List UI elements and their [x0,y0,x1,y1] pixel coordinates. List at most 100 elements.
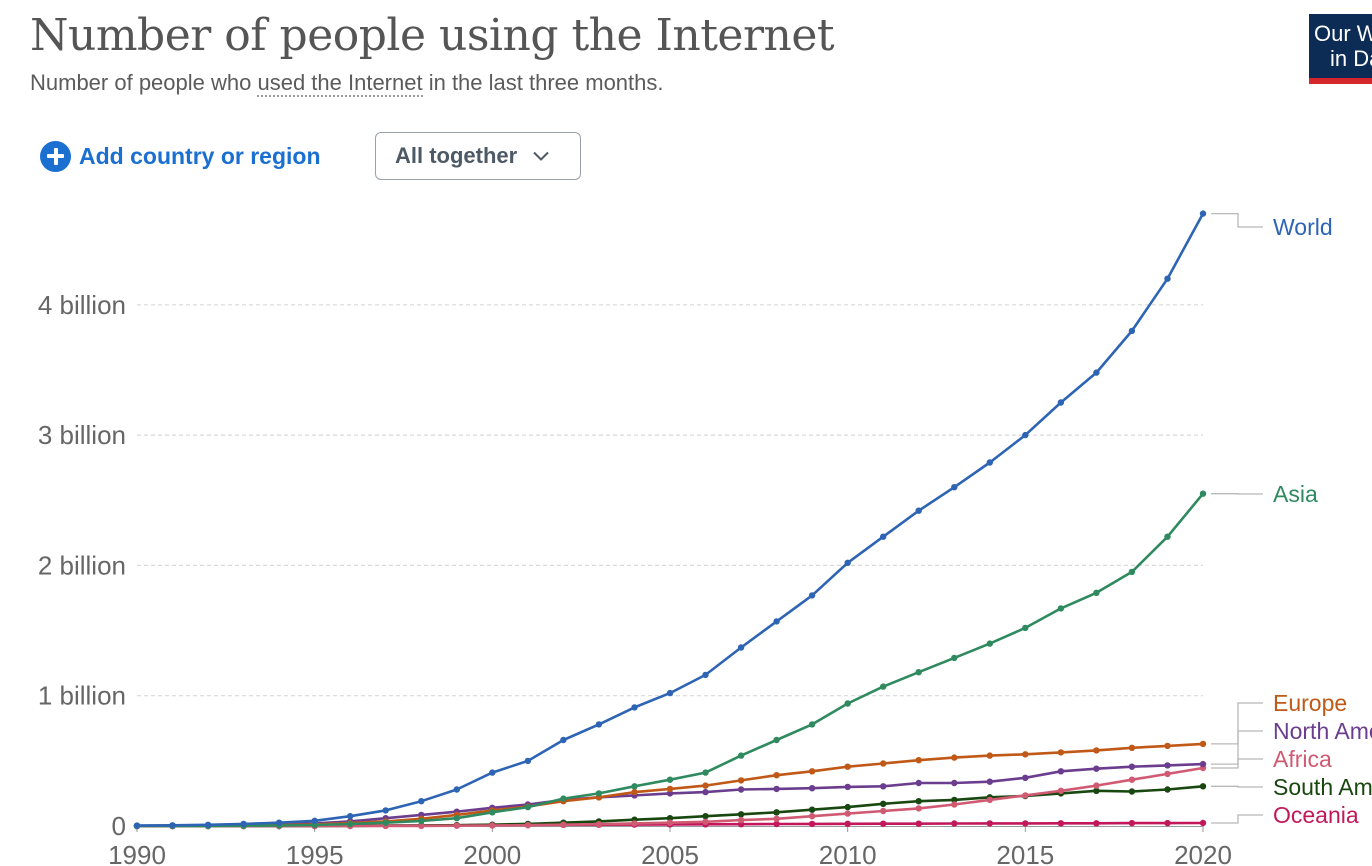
data-point-south-america [1199,783,1207,790]
data-point-africa [489,822,496,829]
data-point-world [347,813,354,820]
data-point-asia [631,783,638,790]
legend-label-oceania[interactable]: Oceania [1273,802,1359,828]
subtitle-definition-link[interactable]: used the Internet [257,70,423,97]
data-point-world [311,817,318,824]
data-point-asia [382,819,389,826]
data-point-asia [524,803,532,811]
data-point-asia [1057,605,1065,612]
data-point-north-america [808,785,816,792]
legend-label-world[interactable]: World [1273,214,1333,240]
y-tick-label: 2 billion [38,550,126,580]
data-point-africa [666,819,674,826]
data-point-south-america [702,813,709,820]
data-point-africa [1057,787,1065,794]
data-point-europe [1057,749,1065,756]
data-point-north-america [844,783,851,791]
data-point-europe [951,754,958,761]
data-point-africa [524,822,532,829]
data-point-world [560,736,567,744]
data-point-africa [844,810,851,817]
data-point-south-america [808,806,816,813]
data-point-asia [666,776,674,783]
logo-line-1: Our World [1314,21,1372,46]
data-point-world [808,592,816,599]
data-point-asia [595,790,603,797]
data-point-north-america [773,785,780,793]
data-point-europe [844,763,851,770]
data-point-world [524,757,532,765]
y-tick-label: 0 [112,811,126,841]
x-tick-label: 1990 [108,840,166,866]
data-point-africa [1093,782,1100,789]
x-tick-label: 2015 [996,840,1054,866]
series-line-europe[interactable] [137,742,1204,828]
x-tick-label: 2010 [819,840,877,866]
legend-leader-world [1211,212,1263,228]
data-point-south-america [1093,787,1100,794]
display-mode-select[interactable]: All together [375,132,581,180]
data-point-north-america [951,779,958,787]
chevron-down-icon [533,151,549,161]
data-point-world [844,559,851,566]
data-point-north-america [1057,768,1065,775]
data-point-africa [986,796,993,804]
data-point-oceania [951,820,958,827]
data-point-africa [560,821,567,828]
series-line-asia[interactable] [136,492,1205,828]
data-point-world [453,786,460,793]
legend-label-asia[interactable]: Asia [1273,481,1318,507]
y-tick-label: 1 billion [38,681,126,711]
data-point-south-america [915,798,922,805]
data-point-north-america [1093,765,1100,772]
data-point-asia [453,815,460,822]
display-mode-value: All together [395,143,518,168]
data-point-africa [1164,770,1171,778]
data-point-asia [915,669,922,676]
data-point-world [275,819,283,826]
data-point-south-america [844,803,851,811]
data-point-north-america [986,778,993,785]
legend-label-north-america[interactable]: North America [1273,718,1372,744]
data-point-africa [915,805,922,812]
data-point-world [489,769,496,776]
data-point-south-america [1128,788,1136,795]
data-point-south-america [880,800,887,807]
data-point-south-america [666,815,674,822]
legend-leader-oceania [1211,814,1263,824]
data-point-oceania [915,820,922,827]
y-tick-label: 4 billion [38,290,126,320]
legend-label-south-america[interactable]: South America [1273,774,1372,800]
data-point-asia [702,769,709,776]
data-point-north-america [737,786,745,793]
legend-label-africa[interactable]: Africa [1273,746,1332,772]
data-point-north-america [915,779,922,787]
data-point-north-america [702,788,709,796]
logo-line-2: in Data [1330,46,1372,71]
data-point-world [169,822,176,829]
legend-leader-europe [1211,702,1263,745]
data-point-oceania [986,820,993,827]
page-title: Number of people using the Internet [30,10,835,61]
add-country-button[interactable]: Add country or region [40,140,321,172]
data-point-asia [880,683,887,690]
data-point-europe [773,772,780,779]
data-point-europe [666,785,674,793]
data-point-asia [347,820,354,828]
data-point-world [240,820,247,828]
data-point-world [1164,275,1171,282]
x-tick-label: 2020 [1174,840,1232,866]
data-point-south-america [737,811,745,818]
our-world-in-data-logo[interactable]: Our World in Data [1309,14,1372,84]
x-tick-label: 2000 [463,840,521,866]
data-point-world [382,807,389,814]
data-point-asia [986,640,993,647]
data-point-asia [737,752,745,759]
data-point-north-america [1199,760,1207,768]
legend-label-europe[interactable]: Europe [1273,690,1347,716]
data-point-world [915,507,922,514]
data-point-europe [1164,742,1171,750]
data-point-oceania [844,820,851,827]
data-point-world [1128,327,1136,335]
